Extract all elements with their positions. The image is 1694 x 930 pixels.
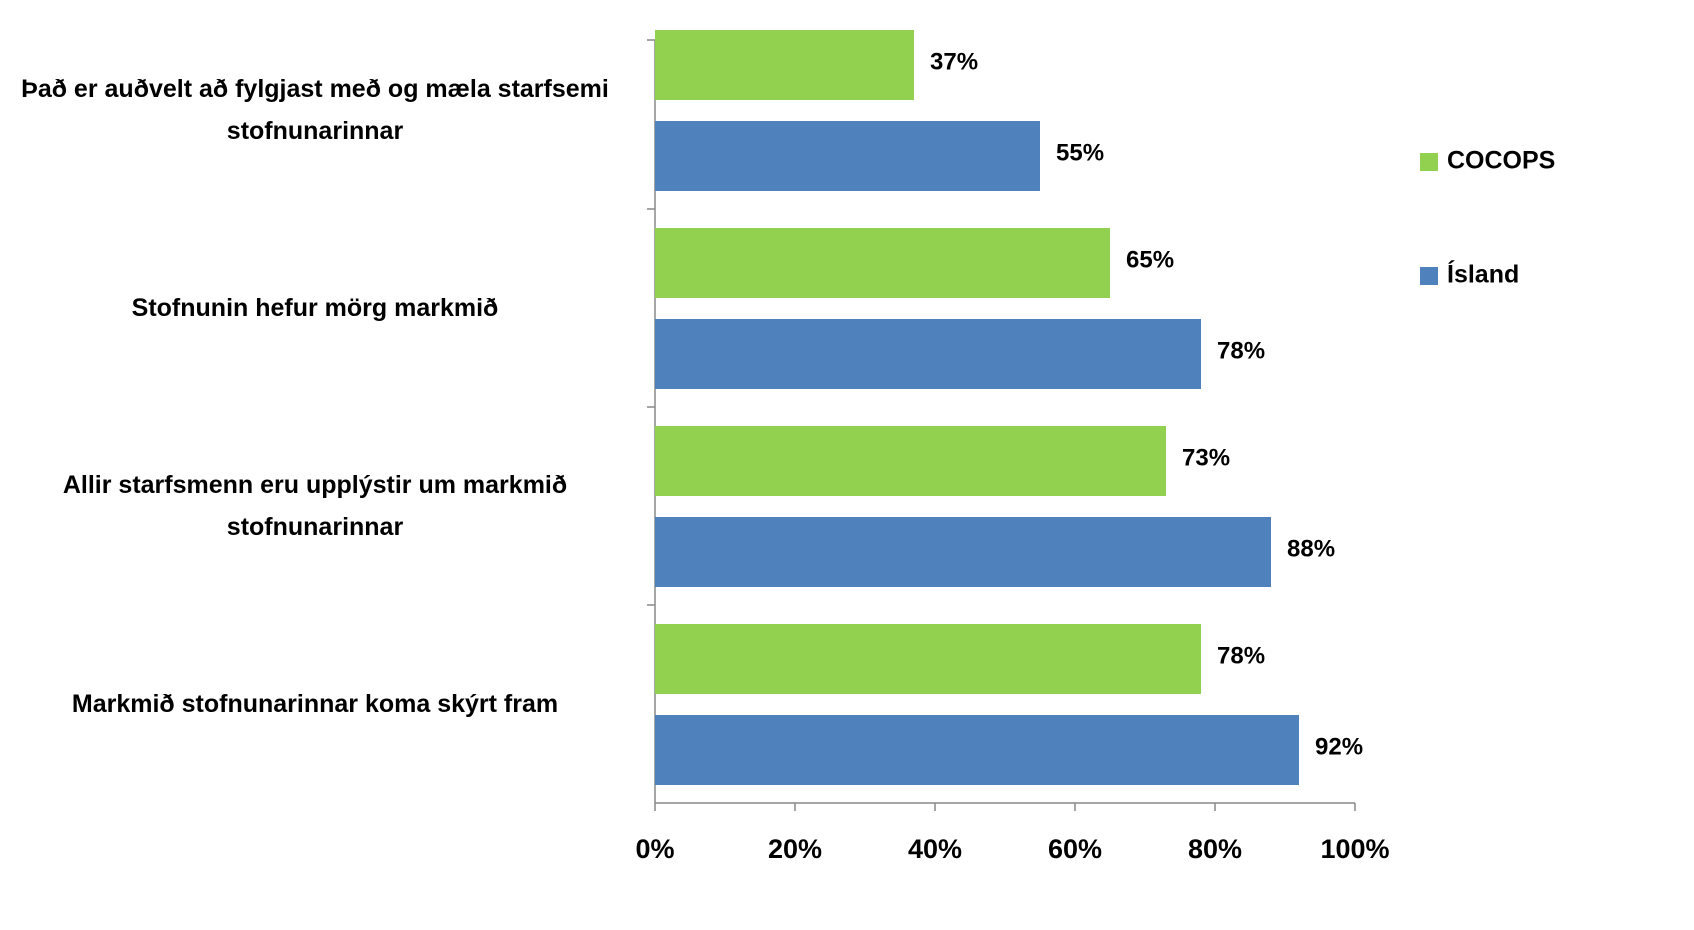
value-label: 73% — [1182, 444, 1230, 471]
category-label: Allir starfsmenn eru upplýstir um markmi… — [8, 464, 622, 548]
value-label: 37% — [930, 48, 978, 75]
x-tick-label: 20% — [768, 834, 822, 864]
bar — [655, 121, 1040, 191]
value-label: 78% — [1217, 337, 1265, 364]
value-label: 55% — [1056, 139, 1104, 166]
bar — [655, 319, 1201, 389]
bar — [655, 715, 1299, 785]
category-label: Markmið stofnunarinnar koma skýrt fram — [8, 683, 622, 725]
value-label: 92% — [1315, 733, 1363, 760]
value-label: 65% — [1126, 246, 1174, 273]
legend-label: Ísland — [1447, 260, 1519, 289]
legend-swatch — [1420, 153, 1438, 171]
x-tick-label: 0% — [635, 834, 674, 864]
bar — [655, 624, 1201, 694]
category-label: Stofnunin hefur mörg markmið — [8, 287, 622, 329]
x-tick-label: 40% — [908, 834, 962, 864]
bar — [655, 426, 1166, 496]
legend-label: COCOPS — [1447, 147, 1555, 175]
bar — [655, 517, 1271, 587]
legend-swatch — [1420, 267, 1438, 285]
bar — [655, 30, 914, 100]
value-label: 78% — [1217, 642, 1265, 669]
x-tick-label: 80% — [1188, 834, 1242, 864]
page: 0% 20% 40% 60% 80% 100% 37% 55% 65% 78% 73% 88% 78% 9… — [0, 0, 1694, 930]
category-label: Það er auðvelt að fylgjast með og mæla s… — [8, 68, 622, 152]
x-tick-label: 60% — [1048, 834, 1102, 864]
bar — [655, 228, 1110, 298]
x-tick-label: 100% — [1320, 834, 1389, 864]
value-label: 88% — [1287, 535, 1335, 562]
